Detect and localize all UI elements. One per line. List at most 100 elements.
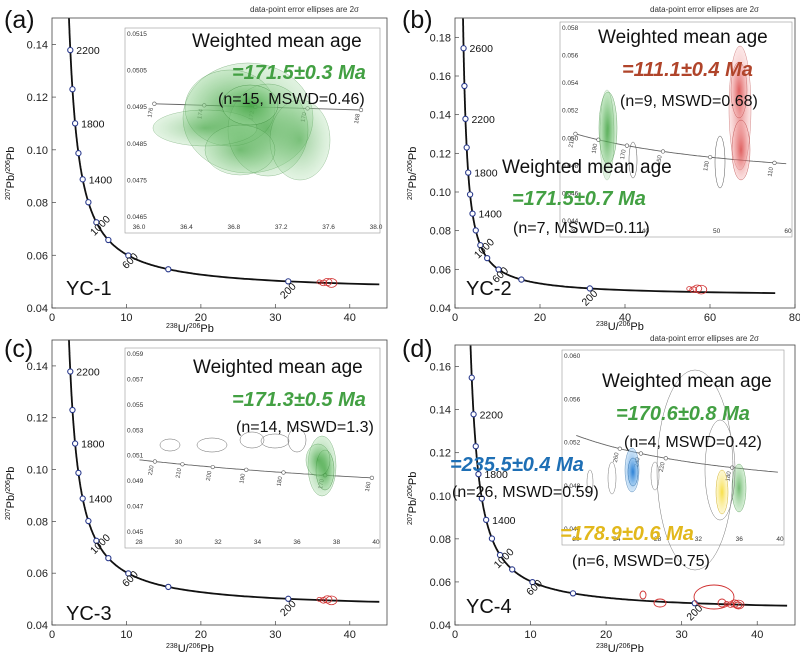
error-ellipse bbox=[260, 433, 290, 449]
x-tick-label: 10 bbox=[120, 629, 132, 641]
figure-note: data-point error ellipses are 2σ bbox=[250, 5, 359, 14]
concordia-age-marker bbox=[472, 443, 479, 450]
inset-ellipses bbox=[159, 427, 337, 497]
inset-age-label: 150 bbox=[656, 154, 664, 166]
concordia-curve bbox=[68, 340, 380, 603]
error-ellipse bbox=[656, 369, 734, 571]
weighted-mean-title: Weighted mean age bbox=[602, 371, 772, 392]
concordia-age-label: 1400 bbox=[492, 515, 516, 527]
y-label-sup: 207 bbox=[5, 188, 12, 200]
y-label-sup2: 206 bbox=[5, 160, 12, 172]
inset-y-tick-label: 0.0505 bbox=[127, 68, 147, 75]
data-ellipse bbox=[723, 601, 730, 606]
y-label-sup2: 206 bbox=[407, 160, 414, 172]
x-tick-label: 0 bbox=[49, 312, 55, 324]
main-ellipses bbox=[639, 584, 743, 610]
inset-y-tick-label: 0.0485 bbox=[127, 141, 147, 148]
x-tick-label: 0 bbox=[49, 629, 55, 641]
concordia-age-label: 200 bbox=[684, 602, 705, 623]
y-label-main: Pb/ bbox=[5, 491, 17, 508]
y-axis-label: 207Pb/206Pb bbox=[5, 147, 17, 200]
weighted-mean-age: =235.5±0.4 Ma bbox=[450, 454, 584, 476]
concordia-age-marker bbox=[69, 406, 76, 414]
concordia-age-marker bbox=[285, 278, 292, 285]
sample-label: YC-1 bbox=[66, 278, 112, 300]
y-tick-label: 0.10 bbox=[27, 145, 48, 157]
concordia-age-marker bbox=[69, 86, 76, 93]
concordia-age-label: 2200 bbox=[76, 45, 100, 57]
panel-d: (d) data-point error ellipses are 2σ 0 10… bbox=[402, 334, 796, 641]
y-tick-label: 0.06 bbox=[430, 264, 451, 276]
inset-x-tick-label: 28 bbox=[654, 536, 662, 543]
concordia-age-marker bbox=[586, 285, 594, 292]
data-ellipse bbox=[686, 286, 693, 292]
inset-age-label: 210 bbox=[176, 467, 184, 479]
inset-y-tick-label: 0.044 bbox=[562, 218, 579, 225]
inset-age-label: 190 bbox=[592, 143, 600, 155]
inset-x-tick-label: 36 bbox=[736, 536, 744, 543]
inset-x-tick-label: 28 bbox=[135, 539, 143, 546]
concordia-age-marker bbox=[460, 45, 467, 52]
data-ellipse bbox=[732, 599, 745, 610]
inset-age-label: 190 bbox=[239, 473, 247, 485]
weighted-mean-title: Weighted mean age bbox=[193, 357, 363, 378]
concordia-age-marker bbox=[285, 595, 292, 602]
concordia-age-label: 600 bbox=[120, 569, 141, 590]
x-tick-label: 20 bbox=[534, 312, 546, 324]
concordia-age-marker bbox=[463, 144, 470, 151]
error-ellipse bbox=[731, 119, 751, 181]
inset-x-tick-label: 38 bbox=[333, 539, 341, 546]
concordia-age-marker bbox=[79, 176, 86, 183]
svg-text:207Pb/206Pb: 207Pb/206Pb bbox=[5, 467, 17, 520]
y-axis-label: 207Pb/206Pb bbox=[5, 467, 17, 520]
concordia-age-label: 1800 bbox=[81, 439, 105, 451]
panel-label: (a) bbox=[4, 6, 35, 34]
concordia-age-marker bbox=[496, 551, 504, 559]
inset-age-label: 260 bbox=[613, 451, 621, 463]
y-tick-label: 0.04 bbox=[27, 620, 48, 632]
inset-y-tick-label: 0.048 bbox=[564, 483, 581, 490]
svg-text:238U/206Pb: 238U/206Pb bbox=[596, 643, 644, 655]
inset-x-tick-label: 60 bbox=[784, 228, 792, 235]
weighted-mean-title: Weighted mean age bbox=[502, 157, 672, 178]
y-label-end: Pb bbox=[407, 147, 419, 160]
y-tick-label: 0.04 bbox=[430, 620, 451, 632]
y-tick-label: 0.14 bbox=[430, 405, 451, 417]
concordia-age-marker bbox=[475, 471, 482, 478]
y-tick-label: 0.14 bbox=[27, 39, 48, 51]
x-label-main: U/ bbox=[178, 643, 190, 655]
inset-x-tick-label: 30 bbox=[570, 228, 578, 235]
panel-label: (b) bbox=[402, 6, 433, 34]
concordia-age-marker bbox=[93, 537, 100, 544]
svg-text:207Pb/206Pb: 207Pb/206Pb bbox=[407, 147, 419, 200]
inset-x-tick-label: 36.4 bbox=[180, 224, 193, 231]
inset-age-marker bbox=[663, 456, 668, 461]
inset-y-tick-label: 0.0465 bbox=[127, 214, 147, 221]
svg-text:238U/206Pb: 238U/206Pb bbox=[166, 323, 214, 335]
inset-age-label: 130 bbox=[703, 160, 711, 172]
inset-y-tick-label: 0.044 bbox=[564, 526, 581, 533]
x-axis-label: 238U/206Pb bbox=[166, 643, 214, 655]
x-tick-label: 20 bbox=[600, 629, 612, 641]
concordia-age-marker bbox=[482, 516, 490, 524]
concordia-age-marker bbox=[569, 590, 577, 597]
svg-text:238U/206Pb: 238U/206Pb bbox=[596, 321, 644, 333]
error-ellipse bbox=[287, 427, 307, 453]
error-ellipse bbox=[628, 141, 638, 179]
sample-label: YC-3 bbox=[66, 603, 112, 625]
y-label-sup: 207 bbox=[5, 508, 12, 520]
concordia-age-label: 600 bbox=[120, 251, 141, 272]
inset-age-marker bbox=[210, 464, 215, 470]
concordia-age-marker bbox=[79, 495, 86, 502]
inset-age-marker bbox=[772, 160, 777, 165]
inset-y-tick-label: 0.060 bbox=[564, 353, 581, 360]
x-axis-label: 238U/206Pb bbox=[596, 321, 644, 333]
inset-x-tick-label: 40 bbox=[372, 539, 380, 546]
concordia-age-label: 200 bbox=[580, 288, 601, 309]
inset-y-tick-label: 0.052 bbox=[564, 440, 581, 447]
x-tick-label: 20 bbox=[195, 312, 207, 324]
y-tick-label: 0.14 bbox=[430, 110, 451, 122]
inset-age-marker bbox=[660, 149, 666, 154]
concordia-age-marker bbox=[71, 440, 79, 447]
concordia-age-label: 1400 bbox=[89, 174, 113, 186]
